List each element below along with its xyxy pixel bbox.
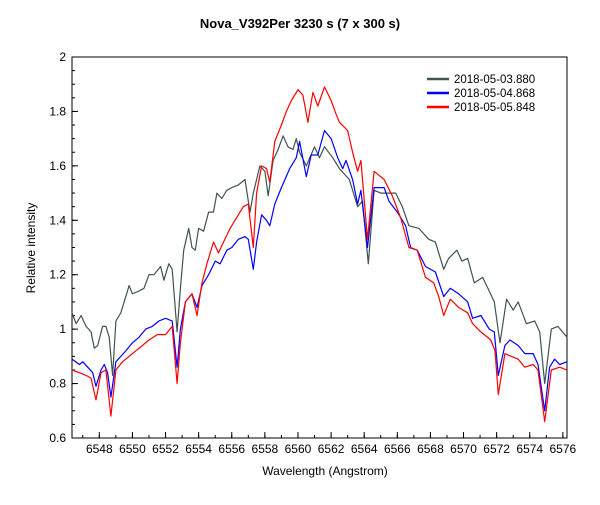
x-tick-label: 6560 [285, 442, 312, 456]
x-tick-label: 6552 [152, 442, 179, 456]
y-axis-label: Relative intensity [24, 203, 38, 294]
x-tick-label: 6564 [351, 442, 378, 456]
x-tick-label: 6576 [550, 442, 577, 456]
chart-title: Nova_V392Per 3230 s (7 x 300 s) [200, 16, 400, 31]
y-tick-label: 1 [59, 322, 66, 336]
x-tick-label: 6572 [483, 442, 510, 456]
y-tick-label: 1.8 [49, 104, 66, 118]
legend-label: 2018-05-05.848 [454, 102, 535, 114]
y-tick-label: 1.6 [49, 159, 66, 173]
x-tick-label: 6566 [384, 442, 411, 456]
plot-frame [71, 56, 568, 439]
x-tick-label: 6554 [185, 442, 212, 456]
legend-label: 2018-05-03.880 [454, 74, 535, 86]
y-tick-label: 1.2 [49, 268, 66, 282]
legend-label: 2018-05-04.868 [454, 88, 535, 100]
x-tick-label: 6548 [86, 442, 113, 456]
x-tick-label: 6570 [450, 442, 477, 456]
series-line-3 [71, 86, 568, 423]
series-line-1 [71, 135, 568, 385]
x-tick-label: 6568 [417, 442, 444, 456]
x-tick-label: 6562 [318, 442, 345, 456]
y-tick-label: 1.4 [49, 213, 66, 227]
x-tick-label: 6558 [252, 442, 279, 456]
x-tick-label: 6550 [119, 442, 146, 456]
x-tick-label: 6574 [516, 442, 543, 456]
series-line-2 [71, 129, 568, 412]
y-tick-label: 0.8 [49, 377, 66, 391]
y-tick-label: 2 [59, 50, 66, 64]
x-axis-label: Wavelength (Angstrom) [262, 464, 388, 478]
y-tick-label: 0.6 [49, 431, 66, 445]
x-tick-label: 6556 [218, 442, 245, 456]
